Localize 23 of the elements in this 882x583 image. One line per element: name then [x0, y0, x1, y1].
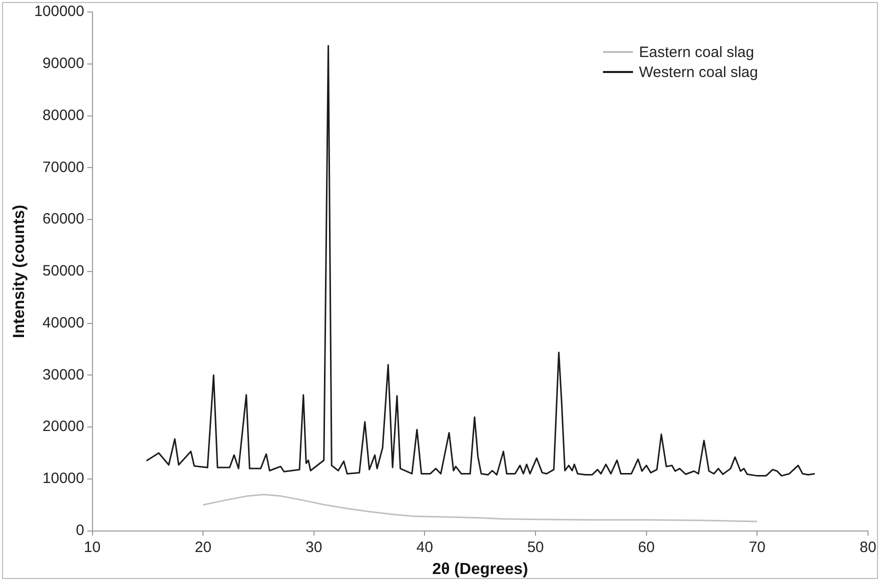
x-axis-title: 2θ (Degrees) — [432, 560, 528, 578]
y-tick-label: 20000 — [42, 418, 84, 436]
y-tick-label: 90000 — [42, 55, 84, 72]
y-tick-label: 30000 — [42, 366, 84, 384]
y-tick-label: 80000 — [42, 106, 84, 124]
x-tick-label: 20 — [194, 538, 212, 556]
y-tick-label: 100000 — [34, 3, 84, 20]
legend-label: Eastern coal slag — [639, 44, 754, 60]
x-tick-label: 30 — [306, 538, 322, 556]
y-tick-label: 60000 — [42, 210, 84, 228]
y-tick-label: 10000 — [42, 470, 84, 488]
y-tick-label: 0 — [76, 522, 84, 539]
x-tick-label: 70 — [748, 538, 766, 556]
y-axis-title: Intensity (counts) — [11, 204, 28, 338]
y-tick-label: 50000 — [42, 262, 84, 280]
x-tick-label: 60 — [638, 538, 655, 556]
y-tick-label: 40000 — [42, 314, 84, 332]
y-tick-label: 70000 — [42, 158, 84, 176]
x-tick-label: 40 — [416, 538, 434, 556]
legend-label: Western coal slag — [639, 64, 758, 80]
x-tick-label: 80 — [860, 538, 876, 556]
x-tick-label: 10 — [84, 538, 101, 556]
x-tick-label: 50 — [527, 538, 544, 556]
